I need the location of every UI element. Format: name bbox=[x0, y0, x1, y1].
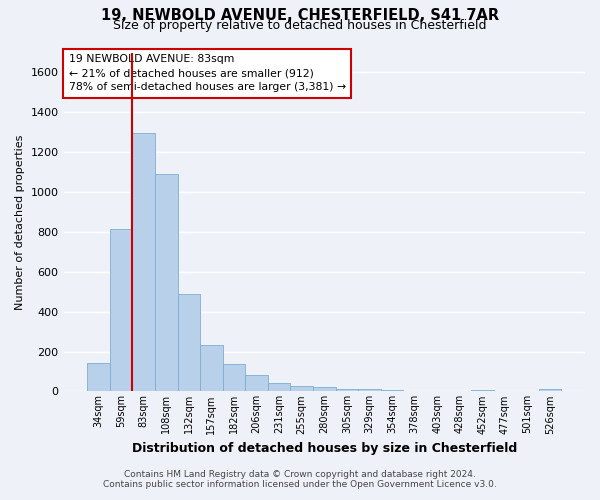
Bar bbox=[110, 229, 133, 392]
Bar bbox=[290, 386, 313, 392]
Bar bbox=[200, 344, 223, 392]
Bar bbox=[87, 364, 110, 392]
Bar bbox=[539, 389, 561, 392]
Bar bbox=[471, 390, 494, 392]
Bar bbox=[245, 376, 268, 392]
Bar bbox=[381, 390, 403, 392]
Bar bbox=[133, 133, 155, 392]
Bar bbox=[358, 389, 381, 392]
Bar bbox=[178, 294, 200, 392]
Y-axis label: Number of detached properties: Number of detached properties bbox=[15, 134, 25, 310]
X-axis label: Distribution of detached houses by size in Chesterfield: Distribution of detached houses by size … bbox=[131, 442, 517, 455]
Text: Size of property relative to detached houses in Chesterfield: Size of property relative to detached ho… bbox=[113, 18, 487, 32]
Bar bbox=[335, 389, 358, 392]
Bar bbox=[313, 388, 335, 392]
Bar bbox=[223, 364, 245, 392]
Bar bbox=[268, 383, 290, 392]
Bar bbox=[155, 174, 178, 392]
Text: 19 NEWBOLD AVENUE: 83sqm
← 21% of detached houses are smaller (912)
78% of semi-: 19 NEWBOLD AVENUE: 83sqm ← 21% of detach… bbox=[69, 54, 346, 92]
Text: 19, NEWBOLD AVENUE, CHESTERFIELD, S41 7AR: 19, NEWBOLD AVENUE, CHESTERFIELD, S41 7A… bbox=[101, 8, 499, 22]
Text: Contains HM Land Registry data © Crown copyright and database right 2024.
Contai: Contains HM Land Registry data © Crown c… bbox=[103, 470, 497, 489]
